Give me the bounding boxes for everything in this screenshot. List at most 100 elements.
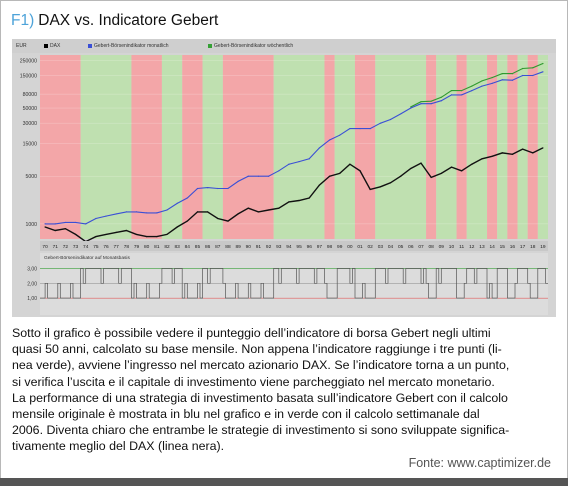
x-tick-label: 11 bbox=[459, 244, 464, 250]
regime-band bbox=[497, 55, 508, 239]
data-point bbox=[44, 223, 46, 225]
data-point bbox=[522, 74, 524, 77]
regime-band bbox=[273, 55, 325, 239]
x-tick-label: 92 bbox=[266, 244, 272, 250]
data-point bbox=[95, 236, 97, 238]
x-tick-label: 90 bbox=[246, 244, 252, 250]
regime-band bbox=[161, 55, 183, 239]
regime-band bbox=[222, 55, 274, 239]
x-tick-label: 80 bbox=[144, 244, 150, 250]
chart: EUR DAX Gebert-Börsenindikator monatlich… bbox=[12, 39, 556, 317]
data-point bbox=[125, 229, 127, 232]
data-point bbox=[135, 211, 138, 213]
regime-band bbox=[466, 55, 488, 239]
data-point bbox=[339, 172, 341, 175]
data-point bbox=[450, 90, 453, 92]
data-point bbox=[491, 82, 493, 84]
series-line-dax bbox=[44, 147, 544, 243]
data-point bbox=[400, 113, 402, 115]
data-point bbox=[369, 127, 371, 130]
regime-band bbox=[80, 55, 132, 239]
y-tick-label: 250000 bbox=[20, 58, 37, 64]
data-point bbox=[247, 207, 249, 209]
x-tick-label: 77 bbox=[114, 244, 120, 250]
regime-band bbox=[426, 55, 437, 239]
lower-panel-bg bbox=[40, 253, 548, 315]
data-point bbox=[257, 175, 260, 177]
data-point bbox=[318, 184, 320, 186]
data-point bbox=[410, 167, 412, 170]
data-point bbox=[288, 163, 290, 165]
x-tick-label: 18 bbox=[530, 244, 536, 250]
data-point bbox=[105, 233, 107, 236]
caption-line: si verifica l’uscita e il capitale di in… bbox=[12, 374, 495, 389]
data-point bbox=[278, 207, 280, 209]
x-tick-label: 76 bbox=[103, 244, 109, 250]
regime-band bbox=[517, 55, 528, 239]
data-point bbox=[268, 209, 270, 211]
data-point bbox=[430, 100, 432, 102]
x-tick-label: 84 bbox=[185, 244, 191, 250]
x-tick-label: 97 bbox=[317, 244, 323, 250]
figure-title: F1) DAX vs. Indicatore Gebert bbox=[11, 12, 218, 30]
data-point bbox=[471, 163, 473, 165]
x-tick-label: 88 bbox=[225, 244, 231, 250]
data-point bbox=[207, 211, 209, 213]
data-point bbox=[481, 85, 483, 87]
data-point bbox=[298, 160, 300, 163]
caption-line: 2006. Diventa chiaro che entrambe le str… bbox=[12, 423, 510, 438]
x-tick-label: 10 bbox=[449, 244, 455, 250]
caption-line: nea verde), avviene l’ingresso nel merca… bbox=[12, 358, 510, 373]
data-point bbox=[481, 158, 483, 160]
y-tick-label: 1000 bbox=[25, 222, 37, 228]
data-point bbox=[217, 217, 219, 220]
data-point bbox=[64, 228, 66, 230]
legend-item-dax: DAX bbox=[44, 43, 60, 49]
data-point bbox=[389, 118, 392, 121]
legend-item-weekly: Gebert-Börsenindikator wöchentlich bbox=[208, 43, 293, 49]
x-tick-label: 91 bbox=[256, 244, 262, 250]
data-point bbox=[125, 211, 127, 213]
x-tick-label: 98 bbox=[327, 244, 333, 250]
x-tick-label: 78 bbox=[124, 244, 130, 250]
x-tick-label: 01 bbox=[357, 244, 363, 250]
data-point bbox=[410, 106, 412, 108]
data-point bbox=[176, 202, 178, 204]
data-point bbox=[196, 211, 199, 213]
x-tick-label: 71 bbox=[53, 244, 59, 250]
data-point bbox=[349, 163, 351, 165]
x-tick-label: 85 bbox=[195, 244, 201, 250]
data-point bbox=[247, 175, 249, 177]
regime-band bbox=[527, 55, 538, 239]
x-tick-label: 08 bbox=[428, 244, 434, 250]
caption-line: La performance di una strategia di inves… bbox=[12, 390, 508, 405]
data-point bbox=[532, 74, 534, 77]
x-tick-label: 03 bbox=[378, 244, 384, 250]
caption-line: Sotto il grafico è possibile vedere il p… bbox=[12, 326, 491, 340]
data-point bbox=[389, 182, 392, 184]
data-point bbox=[471, 85, 473, 87]
figure-title-text: DAX vs. Indicatore Gebert bbox=[38, 12, 219, 29]
caption-line: quasi 50 anni, calcolato su base mensile… bbox=[12, 342, 502, 357]
y-tick-label: 30000 bbox=[23, 121, 38, 127]
x-tick-label: 12 bbox=[469, 244, 475, 250]
data-point bbox=[176, 226, 178, 228]
data-point bbox=[237, 213, 239, 215]
data-point bbox=[146, 236, 148, 238]
data-point bbox=[186, 220, 188, 222]
x-tick-label: 74 bbox=[83, 244, 89, 250]
regime-band bbox=[324, 55, 335, 239]
indicator-step-line bbox=[40, 268, 548, 299]
x-tick-label: 04 bbox=[388, 244, 394, 250]
data-point bbox=[420, 103, 422, 105]
x-tick-label: 75 bbox=[93, 244, 99, 250]
data-point bbox=[440, 96, 442, 98]
data-point bbox=[542, 147, 544, 149]
data-point bbox=[491, 76, 493, 79]
x-tick-label: 82 bbox=[164, 244, 170, 250]
data-point bbox=[146, 212, 148, 214]
regime-band bbox=[354, 55, 376, 239]
x-tick-label: 86 bbox=[205, 244, 211, 250]
data-point bbox=[501, 79, 503, 81]
regime-band bbox=[131, 55, 162, 239]
